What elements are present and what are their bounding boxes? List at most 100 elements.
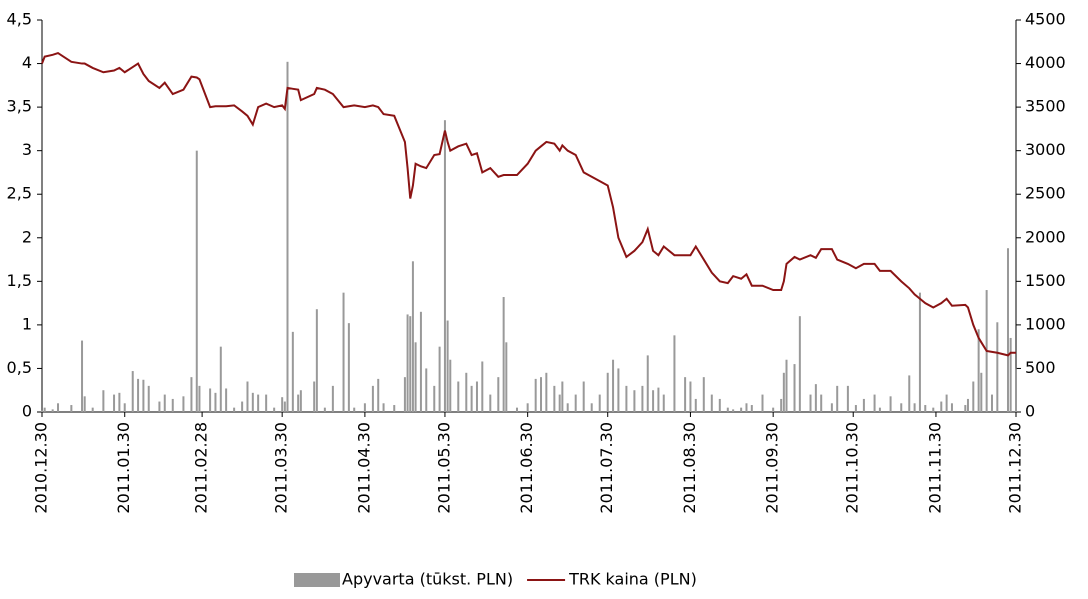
bar: [137, 378, 140, 412]
bar: [652, 390, 655, 412]
x-tick-label: 2011.02.28: [192, 422, 211, 514]
y2-tick-label: 2500: [1025, 184, 1066, 203]
bar: [414, 342, 417, 412]
legend-label: Apyvarta (tūkst. PLN): [342, 570, 513, 589]
bar: [662, 394, 665, 412]
y2-tick-label: 3500: [1025, 97, 1066, 116]
bar: [393, 405, 396, 412]
bar: [257, 394, 260, 412]
bar: [908, 375, 911, 412]
bar: [214, 392, 217, 412]
bar: [465, 372, 468, 412]
bar: [163, 394, 166, 412]
bar: [633, 390, 636, 412]
bar: [534, 378, 537, 412]
bar: [57, 403, 60, 412]
bar: [123, 403, 126, 412]
bar: [566, 403, 569, 412]
bar: [561, 381, 564, 412]
bar: [657, 387, 660, 412]
x-tick-label: 2011.09.30: [763, 422, 782, 514]
x-tick-label: 2011.03.30: [272, 422, 291, 514]
bar: [347, 323, 350, 412]
x-tick-label: 2011.11.30: [925, 422, 944, 514]
y2-tick-label: 4500: [1025, 10, 1066, 29]
bar: [70, 405, 73, 412]
bar: [363, 403, 366, 412]
bar: [219, 346, 222, 412]
y2-tick-label: 4000: [1025, 53, 1066, 72]
bar: [265, 394, 268, 412]
bar: [684, 377, 687, 412]
bar: [558, 394, 561, 412]
y2-tick-label: 2000: [1025, 227, 1066, 246]
bar: [761, 394, 764, 412]
y-tick-label: 3: [22, 140, 32, 159]
bar: [862, 398, 865, 412]
bar: [515, 407, 518, 412]
y-tick-label: 0: [22, 402, 32, 421]
bar: [582, 381, 585, 412]
bar: [505, 342, 508, 412]
bar: [158, 401, 161, 412]
y2-tick-label: 1500: [1025, 271, 1066, 290]
y-tick-label: 2,5: [7, 184, 32, 203]
bar: [489, 394, 492, 412]
bar: [241, 401, 244, 412]
bar: [940, 401, 943, 412]
bar: [889, 396, 892, 412]
bar: [780, 398, 783, 412]
bar: [433, 385, 436, 412]
bar: [353, 407, 356, 412]
bar: [113, 394, 116, 412]
legend-label: TRK kaina (PLN): [568, 570, 697, 589]
bar: [913, 403, 916, 412]
bar: [612, 359, 615, 412]
bar: [830, 403, 833, 412]
bar: [924, 405, 927, 412]
bar: [438, 346, 441, 412]
bar: [419, 311, 422, 412]
bar: [590, 403, 593, 412]
bar: [425, 368, 428, 412]
bar: [102, 390, 105, 412]
bar: [142, 379, 145, 412]
bar: [406, 314, 409, 412]
bar: [772, 407, 775, 412]
bar: [540, 377, 543, 412]
bar: [718, 398, 721, 412]
bar: [446, 320, 449, 412]
bar: [966, 398, 969, 412]
bar: [315, 309, 318, 412]
bar: [470, 385, 473, 412]
bar: [574, 394, 577, 412]
bar: [996, 322, 999, 412]
bar: [251, 392, 254, 412]
bar: [932, 407, 935, 412]
bar: [814, 384, 817, 412]
bar: [646, 355, 649, 412]
bar: [457, 381, 460, 412]
bar: [726, 407, 729, 412]
price-line: [41, 52, 1016, 357]
bar: [854, 405, 857, 412]
bar: [745, 403, 748, 412]
bar: [118, 392, 121, 412]
bar: [41, 410, 43, 412]
y2-tick-label: 1000: [1025, 314, 1066, 333]
bar: [873, 394, 876, 412]
y-tick-label: 4: [22, 53, 32, 72]
x-tick-label: 2011.01.30: [114, 422, 133, 514]
bar: [147, 385, 150, 412]
bar: [377, 378, 380, 412]
x-tick-label: 2011.05.30: [434, 422, 453, 514]
bar: [198, 385, 201, 412]
legend-swatch: [294, 573, 340, 587]
bar: [51, 409, 54, 412]
bar: [233, 407, 236, 412]
bar: [323, 407, 326, 412]
x-tick-label: 2011.12.30: [1006, 422, 1025, 514]
x-tick-label: 2010.12.30: [32, 422, 51, 514]
y-tick-label: 2: [22, 227, 32, 246]
